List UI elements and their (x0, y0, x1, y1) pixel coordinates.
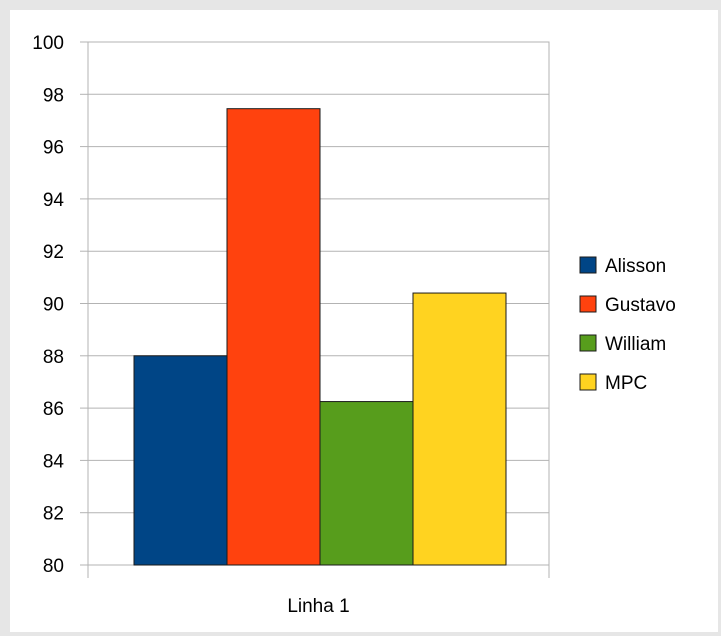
legend-label: William (605, 334, 666, 355)
y-tick-label: 98 (43, 85, 64, 106)
y-tick-label: 96 (43, 138, 64, 159)
y-tick-label: 84 (43, 451, 65, 472)
legend-swatch (579, 256, 597, 274)
y-tick-label: 92 (43, 242, 64, 263)
y-tick-label: 88 (43, 347, 64, 368)
bar-mpc (412, 292, 507, 566)
bar-gustavo (226, 108, 321, 566)
legend-swatch (579, 334, 597, 352)
y-tick-label: 90 (43, 295, 64, 316)
y-tick-label: 94 (43, 190, 65, 211)
y-tick-label: 86 (43, 399, 64, 420)
legend-label: MPC (605, 373, 647, 394)
legend-swatch (579, 295, 597, 313)
legend-swatch (579, 373, 597, 391)
bar-alisson (133, 355, 228, 566)
x-category-label: Linha 1 (287, 596, 349, 617)
legend-label: Alisson (605, 256, 666, 277)
y-tick-label: 80 (43, 556, 64, 577)
bar-william (319, 401, 414, 566)
y-tick-label: 82 (43, 504, 64, 525)
y-tick-label: 100 (32, 33, 64, 54)
legend-label: Gustavo (605, 295, 676, 316)
